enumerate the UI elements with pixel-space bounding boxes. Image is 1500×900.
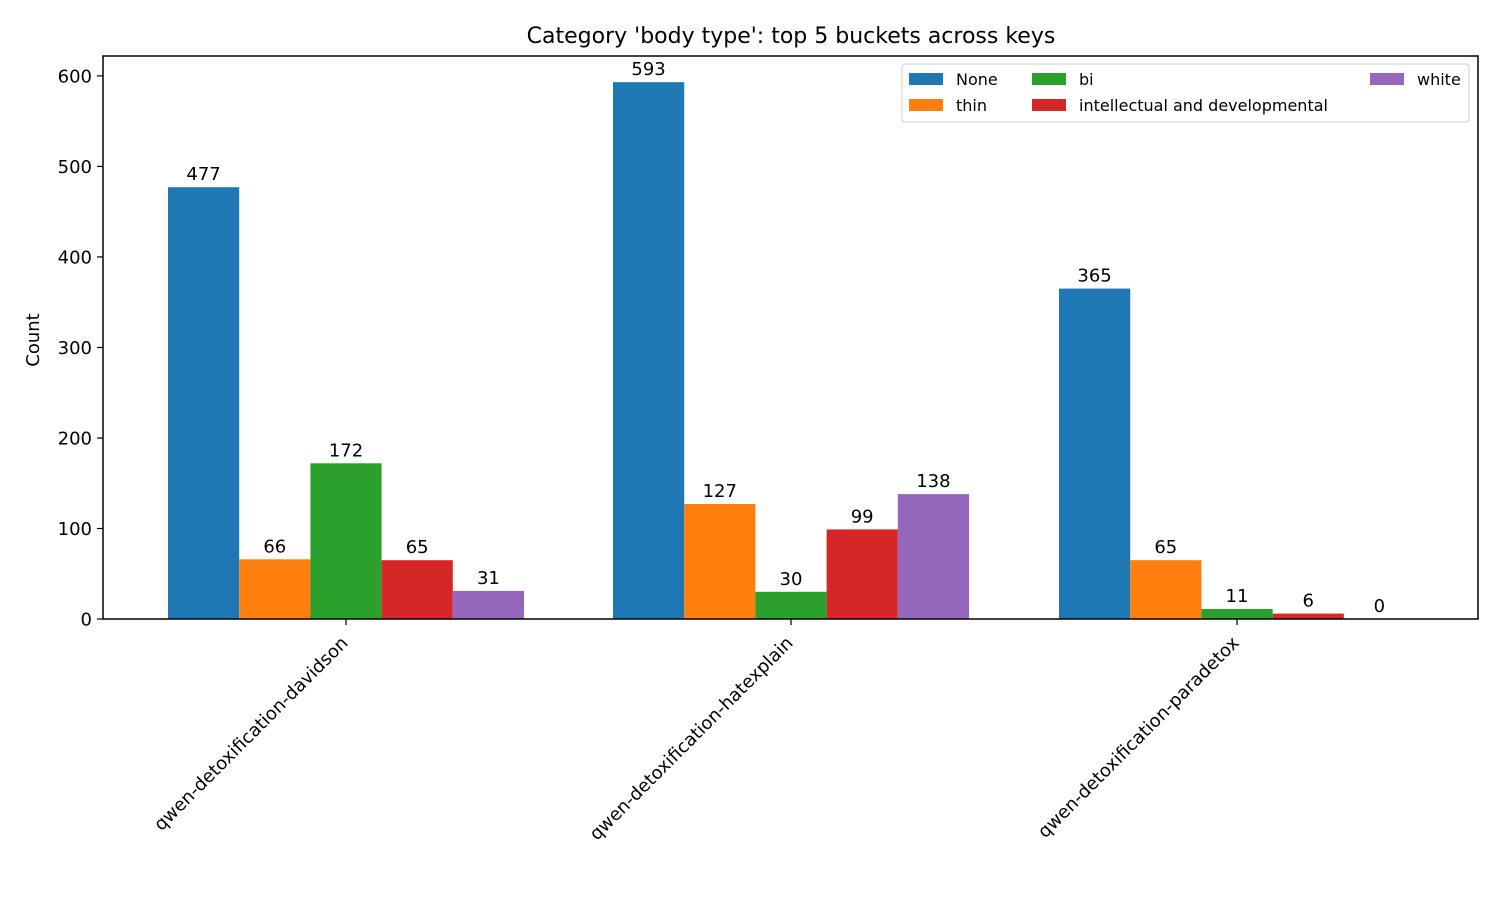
legend-swatch-none bbox=[909, 73, 943, 85]
y-tick-label: 200 bbox=[58, 429, 92, 450]
y-tick-label: 500 bbox=[58, 157, 92, 178]
plot-frame bbox=[102, 55, 1479, 620]
data-label: 0 bbox=[1374, 596, 1385, 617]
data-label: 30 bbox=[780, 569, 803, 590]
bar-white-0 bbox=[452, 590, 524, 619]
bar-thin-0 bbox=[239, 559, 311, 619]
data-label: 365 bbox=[1077, 266, 1111, 287]
bar-intellectual-and-developmental-0 bbox=[381, 560, 453, 619]
axes-layer: 0100200300400500600qwen-detoxification-d… bbox=[58, 55, 1479, 845]
bar-none-1 bbox=[613, 82, 685, 619]
bar-thin-2 bbox=[1130, 560, 1202, 619]
x-tick-label: qwen-detoxification-davidson bbox=[150, 633, 352, 835]
bar-thin-1 bbox=[684, 504, 756, 619]
bar-none-0 bbox=[168, 187, 240, 619]
y-tick-label: 400 bbox=[58, 247, 92, 268]
y-tick-label: 300 bbox=[58, 338, 92, 359]
y-axis-label: Count bbox=[23, 313, 44, 366]
data-label: 11 bbox=[1226, 586, 1249, 607]
legend-label-none: None bbox=[956, 70, 998, 89]
data-label: 172 bbox=[329, 440, 363, 461]
legend: None thin bi intellectual and developmental… bbox=[901, 63, 1470, 123]
bars-layer bbox=[168, 82, 1344, 619]
data-labels-layer: 477 593 365 66 127 65 172 30 11 65 99 6 31 138 0 bbox=[186, 59, 1385, 617]
data-label: 138 bbox=[916, 471, 950, 492]
bar-intellectual-and-developmental-2 bbox=[1272, 613, 1344, 619]
data-label: 6 bbox=[1302, 591, 1313, 612]
bar-bi-2 bbox=[1201, 609, 1273, 619]
data-label: 66 bbox=[263, 536, 286, 557]
bar-bi-1 bbox=[755, 591, 827, 619]
x-tick-label: qwen-detoxification-paradetox bbox=[1034, 632, 1244, 842]
bar-intellectual-and-developmental-1 bbox=[826, 529, 898, 619]
data-label: 99 bbox=[851, 506, 874, 527]
data-label: 65 bbox=[406, 537, 429, 558]
data-label: 593 bbox=[631, 59, 665, 80]
bar-bi-0 bbox=[310, 463, 382, 619]
legend-label-bi: bi bbox=[1079, 70, 1094, 89]
data-label: 65 bbox=[1154, 537, 1177, 558]
bar-none-2 bbox=[1059, 288, 1131, 619]
data-label: 477 bbox=[186, 164, 220, 185]
bar-white-1 bbox=[897, 494, 969, 619]
legend-swatch-white bbox=[1370, 73, 1404, 85]
legend-label-thin: thin bbox=[956, 96, 987, 115]
data-label: 31 bbox=[477, 568, 500, 589]
y-tick-label: 0 bbox=[81, 610, 92, 631]
legend-label-white: white bbox=[1417, 70, 1461, 89]
x-tick-label: qwen-detoxification-hatexplain bbox=[586, 633, 798, 845]
data-label: 127 bbox=[703, 481, 737, 502]
y-tick-label: 100 bbox=[58, 519, 92, 540]
legend-label-intellectual-and-developmental: intellectual and developmental bbox=[1079, 96, 1328, 115]
legend-swatch-bi bbox=[1032, 73, 1066, 85]
y-tick-label: 600 bbox=[58, 66, 92, 87]
legend-swatch-thin bbox=[909, 99, 943, 111]
chart-title: Category 'body type': top 5 buckets acro… bbox=[527, 24, 1056, 49]
legend-swatch-intellectual-and-developmental bbox=[1032, 99, 1066, 111]
